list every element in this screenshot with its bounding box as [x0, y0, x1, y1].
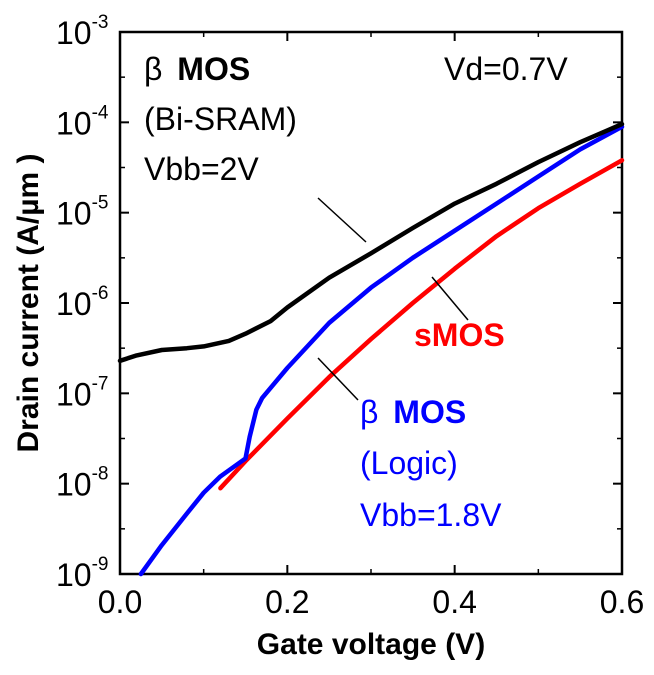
- series-layer: [117, 121, 625, 577]
- y-tick-labels: 10-910-810-710-610-510-410-3: [56, 12, 109, 593]
- y-tick-base: 10: [56, 105, 92, 141]
- y-tick-exponent: -5: [92, 193, 109, 214]
- y-tick-label: 10-9: [56, 554, 109, 593]
- y-tick-exponent: -7: [92, 373, 109, 394]
- y-tick-exponent: -4: [92, 102, 109, 123]
- x-tick-label: 0.0: [98, 584, 142, 620]
- x-tick-label: 0.2: [265, 584, 309, 620]
- bisram-pointer-line: [317, 197, 367, 243]
- y-axis-title: Drain current (A/µm ): [12, 154, 45, 453]
- y-tick-base: 10: [56, 376, 92, 412]
- y-tick-base: 10: [56, 467, 92, 503]
- x-axis-title: Gate voltage (V): [257, 628, 485, 661]
- bisram-beta-mos-curve: [117, 121, 625, 364]
- logic-pointer-line: [317, 357, 359, 401]
- y-tick-exponent: -3: [92, 12, 109, 33]
- y-tick-label: 10-4: [56, 102, 109, 141]
- bisram-mos-text: MOS: [177, 51, 250, 87]
- y-tick-base: 10: [56, 15, 92, 51]
- y-tick-base: 10: [56, 196, 92, 232]
- y-tick-exponent: -9: [92, 554, 109, 575]
- y-tick-base: 10: [56, 286, 92, 322]
- y-tick-label: 10-3: [56, 12, 109, 51]
- y-tick-label: 10-6: [56, 283, 109, 322]
- y-tick-label: 10-7: [56, 373, 109, 412]
- bisram-label-title: β MOS: [144, 51, 250, 87]
- logic-label-sub: (Logic): [360, 445, 458, 481]
- y-tick-label: 10-5: [56, 193, 109, 232]
- smos-label: sMOS: [414, 317, 505, 353]
- logic-label-vbb: Vbb=1.8V: [360, 497, 502, 533]
- logic-beta-mos-curve: [138, 124, 625, 577]
- y-tick-base: 10: [56, 557, 92, 593]
- vd-label: Vd=0.7V: [444, 51, 568, 87]
- logic-beta-symbol: β: [360, 394, 378, 430]
- x-tick-labels: 0.0 0.2 0.4 0.6: [98, 584, 644, 620]
- y-tick-exponent: -8: [92, 464, 109, 485]
- x-tick-label: 0.6: [600, 584, 644, 620]
- bisram-beta-symbol: β: [144, 51, 162, 87]
- bisram-label-vbb: Vbb=2V: [144, 151, 259, 187]
- logic-mos-text: MOS: [393, 394, 466, 430]
- x-tick-label: 0.4: [432, 584, 476, 620]
- smos-pointer-line: [431, 276, 469, 321]
- y-tick-exponent: -6: [92, 283, 109, 304]
- y-tick-label: 10-8: [56, 464, 109, 503]
- logic-label-title: β MOS: [360, 394, 466, 430]
- bisram-label-sub: (Bi-SRAM): [144, 101, 297, 137]
- smos-curve: [218, 158, 625, 491]
